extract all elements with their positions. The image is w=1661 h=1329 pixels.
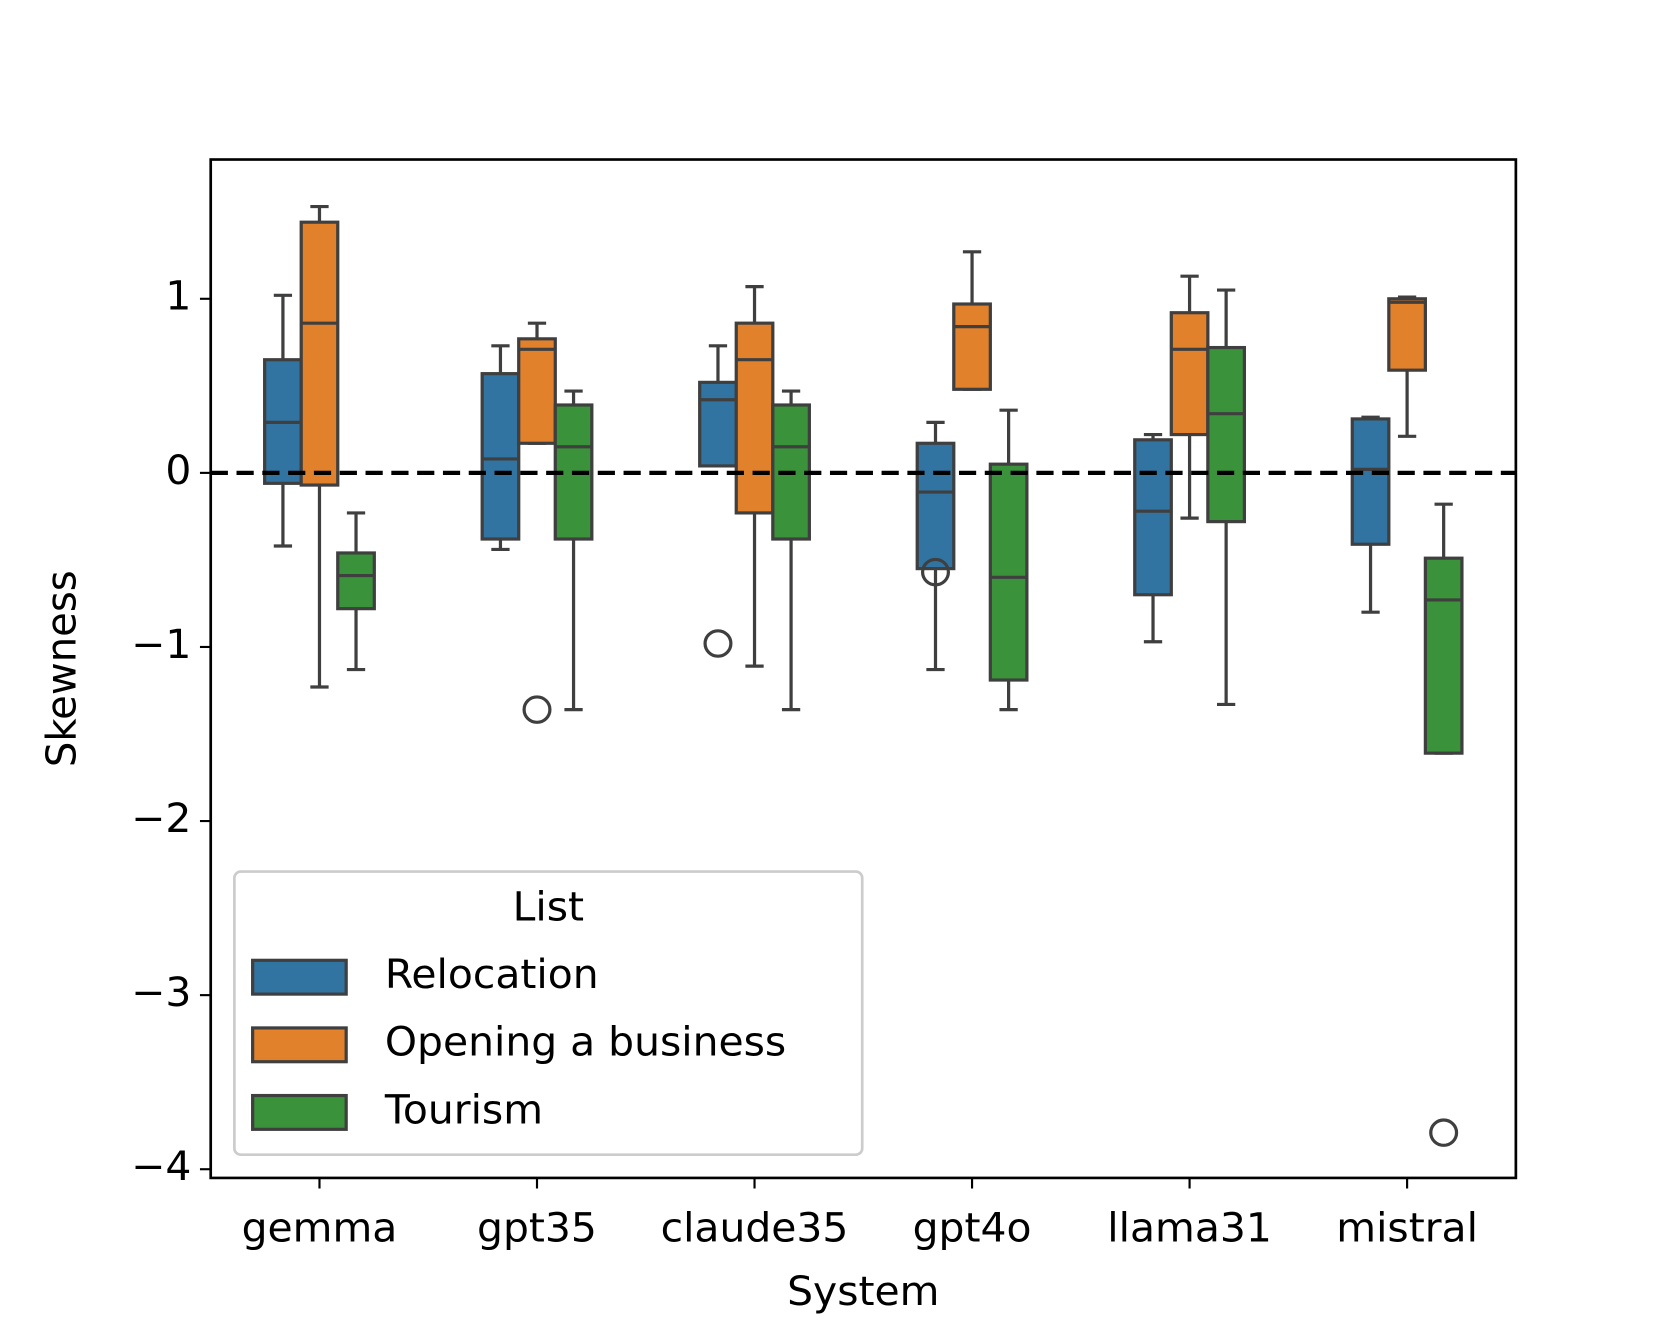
x-tick-label: gpt35	[477, 1204, 597, 1252]
outlier	[522, 695, 552, 724]
box	[517, 337, 557, 445]
y-tick-label: −1	[131, 620, 191, 668]
x-tick-label: claude35	[661, 1204, 849, 1252]
box	[336, 551, 376, 611]
legend-label: Tourism	[384, 1086, 543, 1134]
box	[1169, 311, 1210, 437]
x-axis-label: System	[787, 1267, 939, 1315]
legend-label: Relocation	[385, 950, 599, 998]
box	[1387, 297, 1427, 372]
plot-frame	[209, 158, 1518, 1180]
outlier	[1429, 1118, 1459, 1147]
box	[1423, 556, 1464, 755]
x-tick-label: llama31	[1107, 1204, 1272, 1252]
legend-title: List	[513, 883, 584, 931]
box	[1350, 417, 1391, 546]
x-tick-label: gemma	[242, 1204, 398, 1252]
y-tick-label: 1	[165, 272, 191, 320]
y-tick-label: 0	[165, 446, 191, 494]
x-tick-label: mistral	[1336, 1204, 1478, 1252]
legend: List Relocation Opening a business Tourism	[233, 870, 864, 1157]
box	[915, 441, 956, 571]
y-axis-label: Skewness	[37, 570, 85, 767]
box	[480, 372, 521, 541]
box	[734, 321, 775, 515]
legend-swatch	[251, 1093, 348, 1131]
box	[299, 220, 340, 487]
y-tick-label: −4	[131, 1142, 191, 1190]
legend-swatch	[251, 958, 348, 996]
y-tick-label: −3	[131, 968, 191, 1016]
box	[988, 462, 1029, 682]
box	[952, 302, 992, 391]
box	[1206, 345, 1247, 524]
y-tick-label: −2	[131, 794, 191, 842]
legend-label: Opening a business	[385, 1018, 786, 1066]
outlier	[703, 629, 733, 658]
box	[1133, 438, 1173, 597]
box	[698, 380, 738, 468]
x-tick-label: gpt4o	[913, 1204, 1032, 1252]
outlier	[920, 557, 951, 587]
legend-swatch	[251, 1026, 348, 1064]
legend-frame	[233, 870, 864, 1157]
